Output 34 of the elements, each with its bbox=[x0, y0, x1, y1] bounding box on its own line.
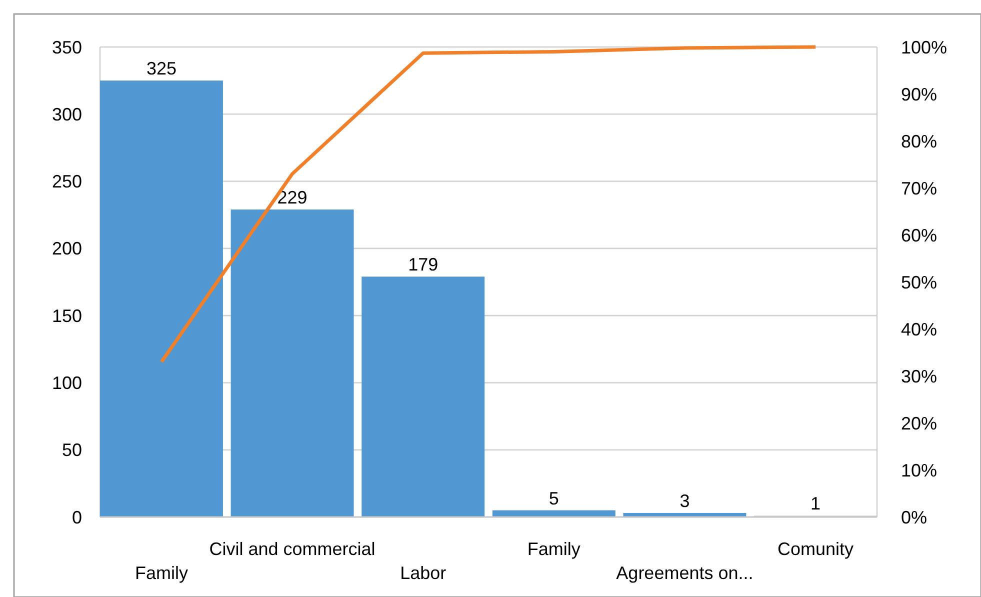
y2-tick-label: 20% bbox=[901, 413, 938, 434]
y-tick-label: 50 bbox=[62, 440, 82, 460]
y2-tick-label: 80% bbox=[901, 131, 938, 152]
y-tick-label: 150 bbox=[52, 306, 82, 326]
x-tick-label: Labor bbox=[400, 563, 446, 583]
y-tick-label: 0 bbox=[72, 507, 82, 528]
bar bbox=[362, 276, 485, 517]
data-label: 325 bbox=[146, 58, 177, 79]
y2-tick-label: 40% bbox=[901, 319, 938, 340]
y2-tick-label: 10% bbox=[901, 460, 938, 480]
x-tick-label: Comunity bbox=[778, 539, 854, 559]
y2-tick-label: 90% bbox=[901, 84, 938, 104]
y2-tick-label: 30% bbox=[901, 366, 938, 386]
x-tick-label: Family bbox=[134, 563, 188, 583]
y-tick-label: 100 bbox=[52, 373, 82, 394]
y-tick-label: 250 bbox=[52, 172, 82, 192]
data-label: 179 bbox=[408, 254, 438, 275]
y2-tick-label: 70% bbox=[901, 178, 938, 198]
bar bbox=[100, 80, 223, 517]
data-label: 229 bbox=[277, 187, 308, 208]
y-tick-label: 300 bbox=[52, 104, 82, 124]
y2-tick-label: 0% bbox=[901, 507, 928, 528]
x-tick-label: Civil and commercial bbox=[209, 539, 376, 559]
data-label: 3 bbox=[680, 490, 690, 511]
y-tick-label: 350 bbox=[52, 37, 82, 58]
y-tick-label: 200 bbox=[52, 238, 82, 259]
y2-tick-label: 60% bbox=[901, 225, 938, 246]
bar bbox=[230, 209, 354, 517]
x-tick-label: Family bbox=[527, 539, 580, 559]
x-tick-label: Agreements on... bbox=[616, 563, 754, 583]
data-label: 5 bbox=[548, 488, 559, 508]
y2-tick-label: 100% bbox=[901, 37, 948, 58]
y2-tick-label: 50% bbox=[901, 272, 938, 292]
data-label: 1 bbox=[810, 494, 821, 514]
